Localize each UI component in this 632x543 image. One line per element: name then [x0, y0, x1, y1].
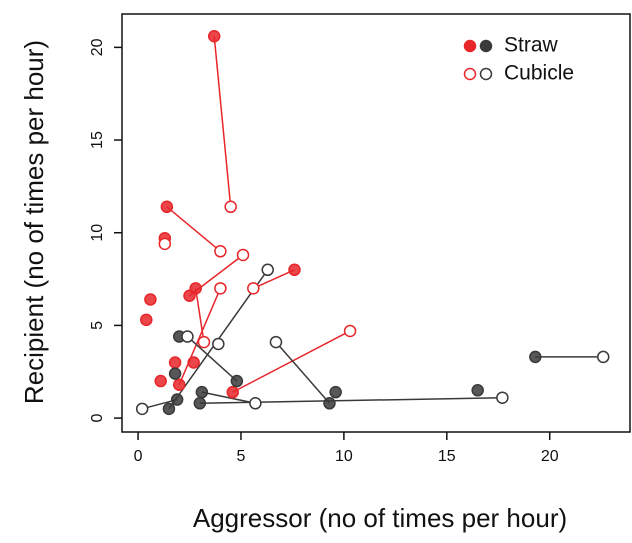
point	[214, 282, 227, 295]
point	[214, 245, 227, 258]
point	[144, 293, 157, 306]
point	[193, 397, 207, 410]
point	[195, 385, 209, 399]
point	[170, 393, 184, 406]
y-tick-label: 20	[89, 38, 106, 56]
point	[189, 282, 202, 295]
point	[187, 356, 200, 369]
point	[323, 397, 336, 410]
point	[212, 337, 225, 351]
point	[197, 335, 211, 349]
point	[158, 237, 172, 251]
point	[269, 335, 283, 349]
pair-line	[194, 288, 205, 343]
point	[162, 402, 176, 416]
point	[343, 324, 357, 338]
legend-marker	[463, 39, 477, 53]
point	[529, 350, 542, 364]
point	[226, 385, 239, 399]
pair-line	[178, 288, 222, 386]
point	[471, 384, 484, 397]
pair-line	[253, 269, 295, 290]
point	[207, 29, 221, 43]
y-tick-label: 15	[89, 131, 106, 149]
point	[168, 356, 182, 369]
point	[181, 330, 194, 343]
point	[224, 200, 237, 214]
point	[247, 282, 260, 295]
point	[596, 350, 610, 364]
x-tick-label: 0	[134, 448, 143, 465]
x-tick-label: 10	[335, 448, 353, 465]
pair-line	[201, 391, 256, 405]
pair-line	[186, 335, 238, 382]
x-axis-title: Aggressor (no of times per hour)	[193, 503, 567, 533]
point	[329, 385, 342, 399]
point	[261, 263, 274, 277]
pair-line	[232, 330, 351, 393]
legend-marker	[463, 67, 477, 81]
point	[172, 378, 186, 391]
point	[140, 313, 153, 327]
pair-line	[275, 341, 331, 404]
legend-label: Straw	[504, 34, 559, 57]
point	[288, 263, 301, 277]
x-tick-label: 5	[237, 448, 246, 465]
legend-marker	[479, 67, 493, 81]
point	[496, 391, 509, 404]
point	[249, 397, 262, 410]
point	[168, 367, 182, 380]
point	[135, 402, 149, 416]
legend-label: Cubicle	[504, 62, 574, 85]
pair-line	[213, 36, 232, 207]
point	[236, 248, 250, 262]
point	[160, 200, 174, 214]
point	[154, 374, 167, 388]
y-tick-label: 5	[89, 321, 106, 330]
x-tick-label: 20	[541, 448, 559, 465]
y-tick-label: 0	[89, 414, 106, 423]
y-tick-label: 10	[89, 224, 106, 242]
point	[230, 374, 244, 388]
plot-frame	[121, 13, 631, 433]
x-tick-label: 15	[438, 448, 456, 465]
legend-marker	[479, 39, 493, 53]
y-axis-title: Recipient (no of times per hour)	[19, 40, 49, 404]
pair-line	[166, 206, 221, 252]
